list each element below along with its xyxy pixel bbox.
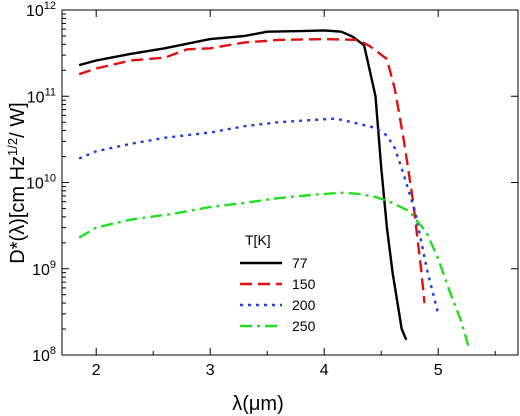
plot-area [61,9,519,356]
y-tick-label: 108 [32,345,56,365]
x-tick-label: 4 [320,362,329,379]
series-line-77 [78,29,408,341]
series-line-150 [78,37,426,304]
y-tick-label: 1011 [27,86,56,106]
x-tick-label: 5 [434,362,443,379]
y-axis-label: D*(λ)[cm Hz1/2/ W] [5,102,29,263]
legend-label-200: 200 [292,297,316,313]
legend-title: T[K] [245,232,271,248]
x-axis-label: λ(μm) [232,393,284,415]
legend-label-250: 250 [292,318,316,334]
series-layer [78,29,471,349]
y-tick-label: 1010 [26,173,56,193]
x-tick-label: 3 [206,362,215,379]
legend-label-150: 150 [292,276,316,292]
x-tick-label: 2 [92,362,101,379]
y-tick-label: 109 [32,259,56,279]
plot-frame [61,9,519,356]
legend-label-77: 77 [292,255,308,271]
series-line-250 [78,191,471,349]
legend: T[K] 77 150 200 250 [240,232,316,334]
ticks-layer: 2 3 4 5 108 109 1010 1011 1012 [26,0,518,379]
y-tick-label: 1012 [26,0,56,20]
